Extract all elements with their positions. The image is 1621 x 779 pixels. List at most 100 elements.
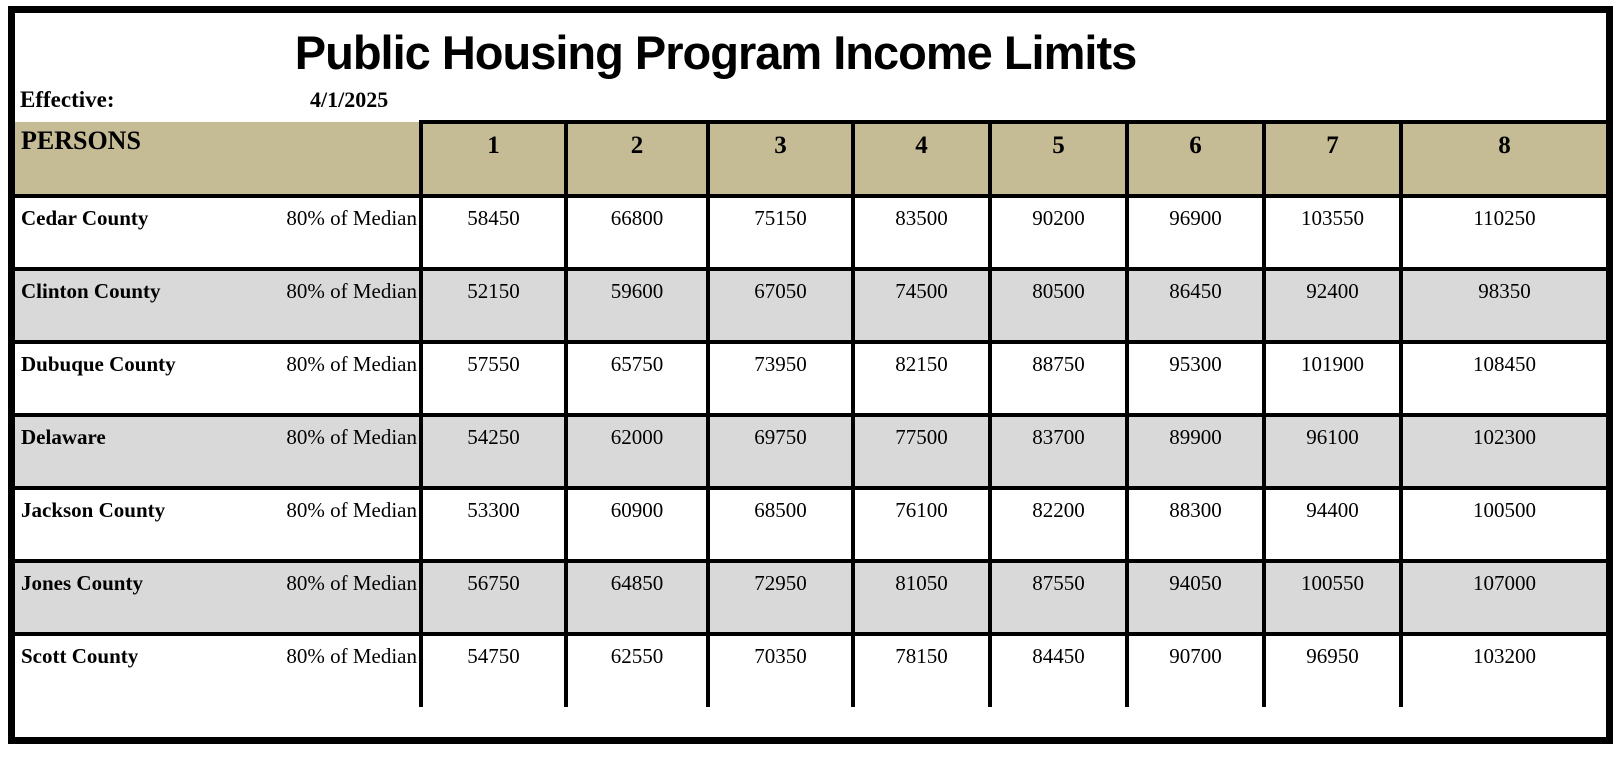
income-limit-value: 80500	[988, 267, 1129, 344]
income-limit-value: 59600	[564, 267, 710, 344]
income-limit-value: 73950	[706, 340, 855, 417]
table-row: Jones County 80% of Median 56750 64850 72950…	[15, 559, 1606, 636]
income-limit-value: 107000	[1399, 559, 1606, 636]
income-limits-sheet: Public Housing Program Income Limits Eff…	[8, 6, 1613, 744]
income-limit-value: 101900	[1262, 340, 1403, 417]
county-name: Clinton County	[21, 279, 161, 303]
person-count-header: 7	[1262, 120, 1403, 198]
income-limit-value: 94050	[1125, 559, 1266, 636]
county-name: Delaware	[21, 425, 106, 449]
income-limit-value: 89900	[1125, 413, 1266, 490]
income-limit-value: 110250	[1399, 194, 1606, 271]
page-title: Public Housing Program Income Limits	[294, 26, 1137, 79]
income-limit-value: 100500	[1399, 486, 1606, 563]
income-limit-value: 90700	[1125, 632, 1266, 707]
income-limit-value: 95300	[1125, 340, 1266, 417]
person-count-header: 5	[988, 120, 1129, 198]
income-limit-value: 98350	[1399, 267, 1606, 344]
median-percent-label: 80% of Median	[286, 352, 417, 376]
table-row: Delaware 80% of Median 54250 62000 69750 7750…	[15, 413, 1606, 490]
income-limit-value: 86450	[1125, 267, 1266, 344]
income-limit-value: 96900	[1125, 194, 1266, 271]
income-limit-value: 103550	[1262, 194, 1403, 271]
median-percent-label: 80% of Median	[286, 498, 417, 522]
income-limit-value: 94400	[1262, 486, 1403, 563]
income-limit-value: 78150	[851, 632, 992, 707]
income-limit-value: 84450	[988, 632, 1129, 707]
income-limit-value: 88750	[988, 340, 1129, 417]
income-limit-value: 87550	[988, 559, 1129, 636]
income-limit-value: 72950	[706, 559, 855, 636]
income-limit-value: 75150	[706, 194, 855, 271]
person-count-header: 8	[1399, 120, 1606, 198]
table-body: Cedar County 80% of Median 58450 66800 75150…	[15, 194, 1606, 707]
median-percent-label: 80% of Median	[286, 279, 417, 303]
income-limit-value: 76100	[851, 486, 992, 563]
county-name: Cedar County	[21, 206, 149, 230]
income-limit-value: 102300	[1399, 413, 1606, 490]
income-limit-value: 77500	[851, 413, 992, 490]
income-limit-value: 62000	[564, 413, 710, 490]
effective-date-row: Effective: 4/1/2025	[15, 87, 1606, 120]
income-limit-value: 92400	[1262, 267, 1403, 344]
income-limit-value: 53300	[419, 486, 568, 563]
income-limit-value: 66800	[564, 194, 710, 271]
income-limit-value: 81050	[851, 559, 992, 636]
table-row: Scott County 80% of Median 54750 62550 70350…	[15, 632, 1606, 707]
income-limit-value: 60900	[564, 486, 710, 563]
income-limit-value: 57550	[419, 340, 568, 417]
table-row: Dubuque County 80% of Median 57550 65750 739…	[15, 340, 1606, 417]
sheet-title-row: Public Housing Program Income Limits	[15, 13, 1606, 87]
income-limit-value: 62550	[564, 632, 710, 707]
county-name: Jones County	[21, 571, 143, 595]
income-limit-value: 88300	[1125, 486, 1266, 563]
person-count-header: 4	[851, 120, 992, 198]
income-limit-value: 96100	[1262, 413, 1403, 490]
income-limit-value: 103200	[1399, 632, 1606, 707]
county-cell: Jones County 80% of Median	[15, 559, 423, 636]
income-limit-value: 64850	[564, 559, 710, 636]
income-limit-value: 96950	[1262, 632, 1403, 707]
table-row: Jackson County 80% of Median 53300 60900 685…	[15, 486, 1606, 563]
income-limit-value: 74500	[851, 267, 992, 344]
county-cell: Delaware 80% of Median	[15, 413, 423, 490]
median-percent-label: 80% of Median	[286, 206, 417, 230]
county-cell: Clinton County 80% of Median	[15, 267, 423, 344]
income-limit-value: 108450	[1399, 340, 1606, 417]
median-percent-label: 80% of Median	[286, 644, 417, 668]
income-limit-value: 56750	[419, 559, 568, 636]
county-cell: Jackson County 80% of Median	[15, 486, 423, 563]
income-limit-value: 100550	[1262, 559, 1403, 636]
county-cell: Cedar County 80% of Median	[15, 194, 423, 271]
income-limit-value: 54750	[419, 632, 568, 707]
county-name: Dubuque County	[21, 352, 176, 376]
income-limit-value: 58450	[419, 194, 568, 271]
income-limit-value: 52150	[419, 267, 568, 344]
persons-header: PERSONS	[15, 122, 423, 198]
income-limit-value: 54250	[419, 413, 568, 490]
income-limit-value: 70350	[706, 632, 855, 707]
income-limit-value: 68500	[706, 486, 855, 563]
effective-date-value: 4/1/2025	[310, 87, 389, 112]
income-limit-value: 82200	[988, 486, 1129, 563]
median-percent-label: 80% of Median	[286, 571, 417, 595]
person-count-header: 1	[419, 120, 568, 198]
income-limit-value: 67050	[706, 267, 855, 344]
county-name: Jackson County	[21, 498, 166, 522]
income-limit-value: 90200	[988, 194, 1129, 271]
table-row: Cedar County 80% of Median 58450 66800 75150…	[15, 194, 1606, 271]
county-name: Scott County	[21, 644, 139, 668]
effective-label: Effective:	[20, 87, 115, 112]
table-row: Clinton County 80% of Median 52150 59600 670…	[15, 267, 1606, 344]
income-limit-value: 83500	[851, 194, 992, 271]
income-limit-value: 83700	[988, 413, 1129, 490]
income-limit-value: 65750	[564, 340, 710, 417]
income-limit-value: 69750	[706, 413, 855, 490]
person-count-header: 3	[706, 120, 855, 198]
county-cell: Scott County 80% of Median	[15, 632, 423, 707]
county-cell: Dubuque County 80% of Median	[15, 340, 423, 417]
median-percent-label: 80% of Median	[286, 425, 417, 449]
